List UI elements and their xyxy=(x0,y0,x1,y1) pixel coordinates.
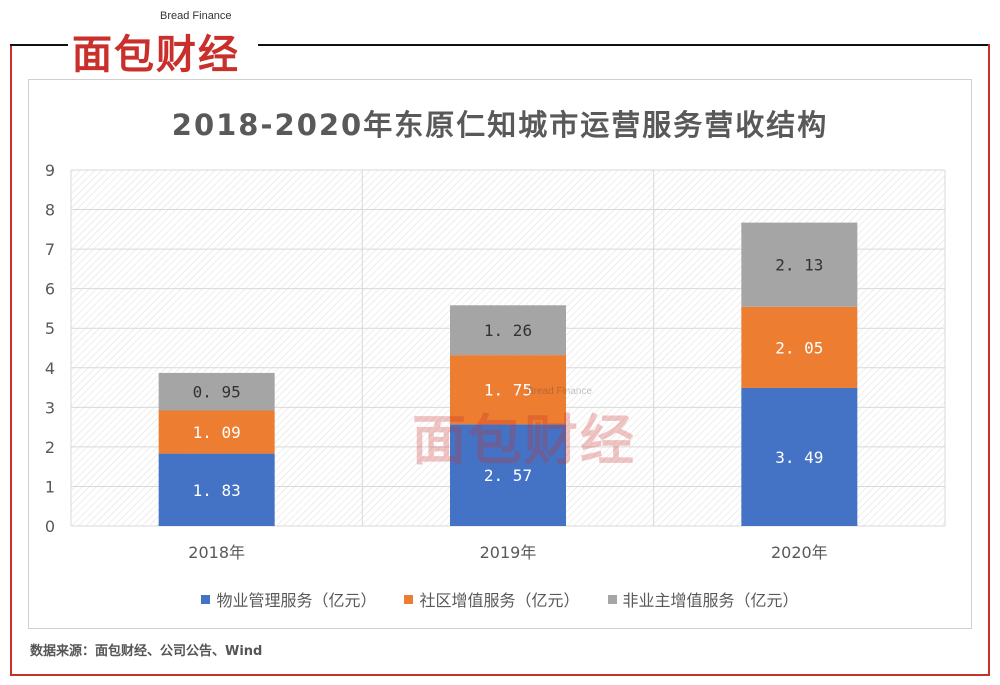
legend-swatch-non-owner-value-added xyxy=(607,594,617,604)
logo-title: 面包财经 xyxy=(72,32,240,78)
data-label: 2. 13 xyxy=(775,256,823,275)
data-label: 2. 05 xyxy=(775,338,823,357)
y-tick-label: 7 xyxy=(45,240,55,259)
y-tick-label: 6 xyxy=(45,280,55,299)
legend-item-non-owner-value-added: 非业主增值服务（亿元） xyxy=(607,587,799,611)
y-tick-label: 5 xyxy=(45,319,55,338)
chart-title: 2018-2020年东原仁知城市运营服务营收结构 xyxy=(171,108,829,142)
source-note: 数据来源：面包财经、公司公告、Wind xyxy=(30,644,263,659)
legend-item-property-management: 物业管理服务（亿元） xyxy=(201,587,376,611)
legend-swatch-property-management xyxy=(201,594,211,604)
data-label: 1. 75 xyxy=(484,381,532,400)
bar-segment xyxy=(450,424,566,526)
legend-label-non-owner-value-added: 非业主增值服务（亿元） xyxy=(622,591,799,610)
y-tick-label: 9 xyxy=(45,161,55,180)
y-tick-label: 1 xyxy=(45,477,55,496)
data-label: 1. 83 xyxy=(193,481,241,500)
data-label: 0. 95 xyxy=(193,383,241,402)
x-tick-label: 2019年 xyxy=(480,543,537,562)
legend-label-property-management: 物业管理服务（亿元） xyxy=(216,591,377,610)
y-tick-label: 8 xyxy=(45,201,55,220)
y-tick-label: 3 xyxy=(45,398,55,417)
stacked-bar-chart: 0 1 2 3 4 5 6 7 8 9 1. 83 1. 09 0. 95 2. 57 1. 75 1. 2… xyxy=(45,161,946,562)
x-tick-label: 2018年 xyxy=(188,543,245,562)
legend-item-community-value-added: 社区增值服务（亿元） xyxy=(404,587,580,611)
y-tick-label: 2 xyxy=(45,438,55,457)
x-tick-label: 2020年 xyxy=(771,543,828,562)
bar-segment xyxy=(158,453,275,526)
y-tick-label: 4 xyxy=(45,359,55,378)
bar-segment xyxy=(158,410,275,454)
chart-container: 2018-2020年东原仁知城市运营服务营收结构 0 1 2 3 4 5 6 7 8 9 1. 8… xyxy=(28,79,972,629)
bar-segment xyxy=(741,222,858,307)
frame-top-line-left xyxy=(10,44,68,46)
data-label: 1. 26 xyxy=(484,321,532,340)
y-tick-label: 0 xyxy=(45,517,55,536)
frame-top-line xyxy=(258,44,988,46)
page-frame xyxy=(10,44,990,676)
bar-segment xyxy=(741,387,858,526)
data-label: 3. 49 xyxy=(775,448,823,467)
data-label: 1. 09 xyxy=(193,423,241,442)
bar-segment xyxy=(741,306,858,388)
legend-label-community-value-added: 社区增值服务（亿元） xyxy=(419,591,580,610)
chart-legend: 物业管理服务（亿元） 社区增值服务（亿元） 非业主增值服务（亿元） xyxy=(29,587,971,611)
logo-subtitle: Bread Finance xyxy=(160,10,232,22)
bar-segment xyxy=(450,355,566,425)
legend-swatch-community-value-added xyxy=(404,594,414,604)
bar-segment xyxy=(158,372,275,411)
data-label: 2. 57 xyxy=(484,466,532,485)
bar-segment xyxy=(450,305,566,356)
